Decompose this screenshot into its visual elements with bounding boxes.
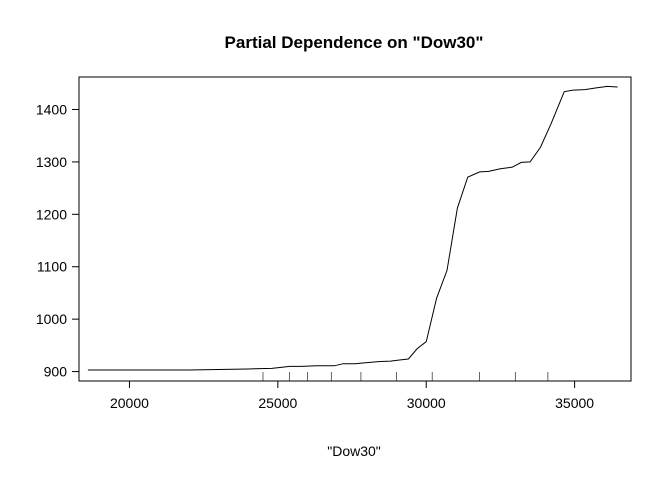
- chart-title: Partial Dependence on "Dow30": [225, 33, 484, 52]
- y-axis: 900 1000 1100 1200 1300 1400: [36, 101, 80, 380]
- y-tick-label: 1300: [36, 154, 67, 170]
- series-lines: [87, 85, 618, 371]
- x-tick-label: 30000: [407, 395, 446, 411]
- plot-frame: [78, 76, 632, 382]
- x-axis-label: "Dow30": [327, 443, 381, 459]
- x-tick-label: 35000: [555, 395, 594, 411]
- x-tick-label: 20000: [110, 395, 149, 411]
- rug-marks: [262, 372, 549, 381]
- x-tick-label: 25000: [258, 395, 297, 411]
- series-line-0: [87, 85, 618, 371]
- y-tick-label: 1200: [36, 206, 67, 222]
- y-tick-label: 1000: [36, 311, 67, 327]
- y-tick-label: 1100: [37, 259, 67, 275]
- x-axis: 20000 25000 30000 35000: [110, 380, 594, 411]
- y-tick-label: 1400: [36, 101, 67, 117]
- y-tick-label: 900: [44, 364, 68, 380]
